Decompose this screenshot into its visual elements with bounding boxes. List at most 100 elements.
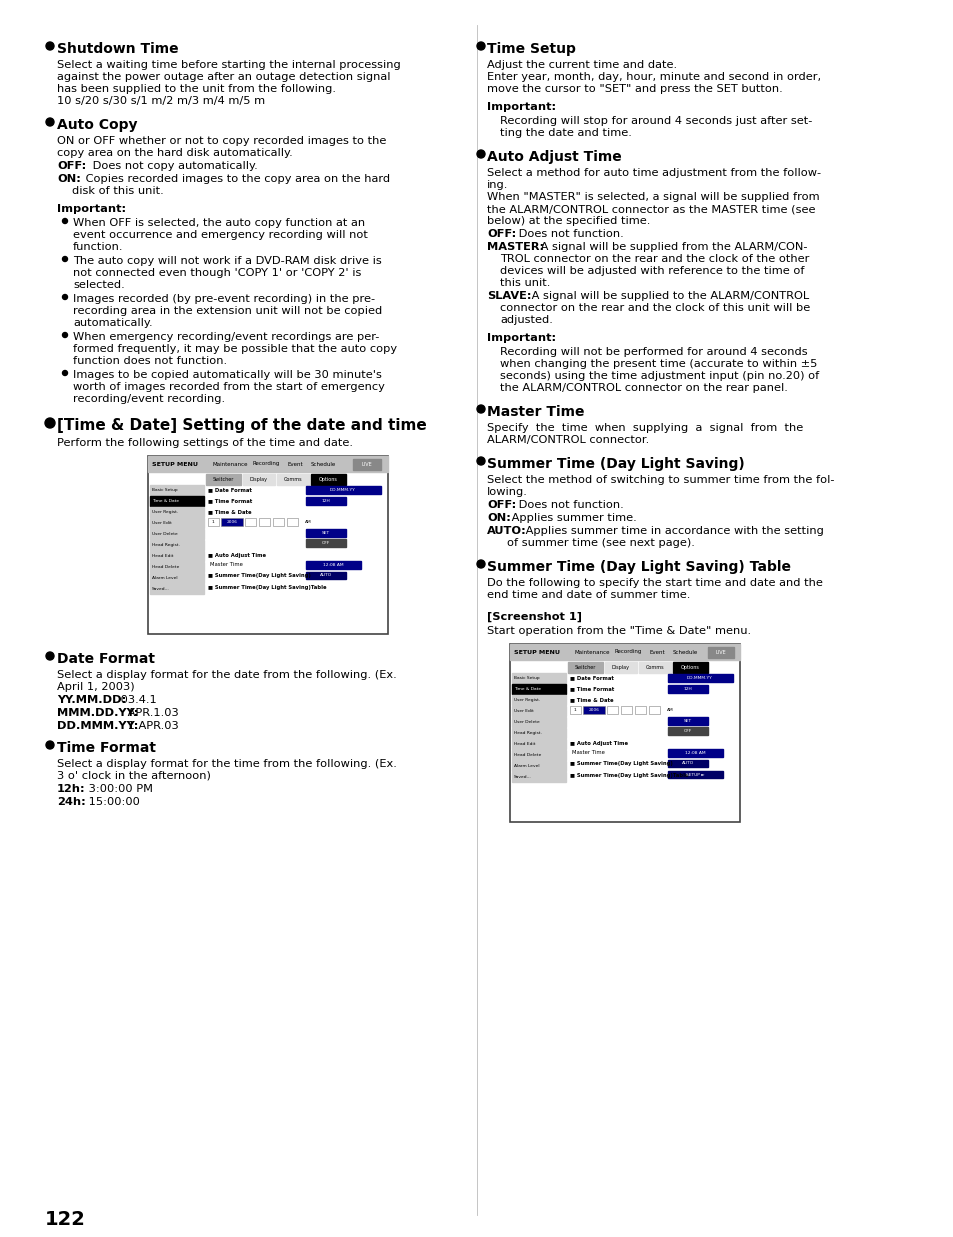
Text: YY.MM.DD:: YY.MM.DD: <box>57 695 126 705</box>
Bar <box>306 562 360 569</box>
Text: 2006: 2006 <box>226 520 237 524</box>
Bar <box>569 706 580 714</box>
Text: Important:: Important: <box>486 333 556 343</box>
Text: 1.APR.03: 1.APR.03 <box>124 721 178 731</box>
Text: OFF:: OFF: <box>57 161 86 171</box>
Text: 12H: 12H <box>683 687 692 691</box>
Circle shape <box>46 741 54 748</box>
Text: ■ Summer Time(Day Light Saving)Table: ■ Summer Time(Day Light Saving)Table <box>208 585 326 590</box>
Bar <box>510 644 740 661</box>
Text: has been supplied to the unit from the following.: has been supplied to the unit from the f… <box>57 84 335 94</box>
Text: 15:00:00: 15:00:00 <box>85 797 140 807</box>
Text: SLAVE:: SLAVE: <box>486 291 531 301</box>
Text: ON:: ON: <box>486 513 511 523</box>
Text: ing.: ing. <box>486 181 508 190</box>
Text: Head Delete: Head Delete <box>514 753 540 757</box>
Text: APR.1.03: APR.1.03 <box>124 708 178 717</box>
Text: Time & Date: Time & Date <box>152 499 179 503</box>
Bar <box>150 541 204 550</box>
Text: end time and date of summer time.: end time and date of summer time. <box>486 590 690 600</box>
Text: Summer Time (Day Light Saving) Table: Summer Time (Day Light Saving) Table <box>486 560 790 574</box>
Bar <box>672 662 707 673</box>
Text: below) at the specified time.: below) at the specified time. <box>486 216 650 226</box>
Text: April 1, 2003): April 1, 2003) <box>57 682 134 691</box>
Text: Adjust the current time and date.: Adjust the current time and date. <box>486 61 677 71</box>
Text: LIVE: LIVE <box>361 461 372 468</box>
Bar <box>635 706 645 714</box>
Circle shape <box>63 219 68 224</box>
Text: ALARM/CONTROL connector.: ALARM/CONTROL connector. <box>486 435 649 445</box>
Text: A signal will be supplied from the ALARM/CON-: A signal will be supplied from the ALARM… <box>537 242 806 252</box>
Bar <box>306 497 346 505</box>
Text: DD.MMM.YY: DD.MMM.YY <box>330 489 355 492</box>
Bar <box>353 459 380 470</box>
Text: When emergency recording/event recordings are per-: When emergency recording/event recording… <box>73 332 379 341</box>
Text: Time Setup: Time Setup <box>486 42 576 56</box>
Bar <box>512 750 565 760</box>
Circle shape <box>476 404 484 413</box>
Bar <box>567 662 602 673</box>
Circle shape <box>63 333 68 338</box>
Bar <box>206 474 241 485</box>
Text: Images recorded (by pre-event recording) in the pre-: Images recorded (by pre-event recording)… <box>73 294 375 304</box>
Bar <box>276 474 309 485</box>
Text: SET: SET <box>683 719 691 722</box>
Text: User Regist.: User Regist. <box>152 510 178 515</box>
Text: Important:: Important: <box>486 101 556 113</box>
Bar <box>148 456 388 473</box>
Bar <box>306 486 380 494</box>
Text: when changing the present time (accurate to within ±5: when changing the present time (accurate… <box>499 359 817 369</box>
Text: 3:00:00 PM: 3:00:00 PM <box>85 784 152 794</box>
Text: Select a display format for the date from the following. (Ex.: Select a display format for the date fro… <box>57 670 396 680</box>
Bar <box>604 662 637 673</box>
Bar <box>150 573 204 583</box>
Bar <box>148 456 388 635</box>
Bar <box>512 684 565 694</box>
Text: Auto Copy: Auto Copy <box>57 118 137 132</box>
Text: ON:: ON: <box>57 174 81 184</box>
Bar <box>273 518 284 526</box>
Text: 122: 122 <box>45 1210 86 1230</box>
Circle shape <box>476 560 484 568</box>
Text: Head Edit: Head Edit <box>152 554 173 558</box>
Bar <box>150 496 204 506</box>
Text: 2006: 2006 <box>588 708 598 713</box>
Text: Recording: Recording <box>253 461 280 466</box>
Bar <box>667 674 732 682</box>
Text: AM: AM <box>666 708 673 713</box>
Text: 10 s/20 s/30 s/1 m/2 m/3 m/4 m/5 m: 10 s/20 s/30 s/1 m/2 m/3 m/4 m/5 m <box>57 96 265 106</box>
Text: MMM.DD.YY:: MMM.DD.YY: <box>57 708 138 717</box>
Circle shape <box>45 418 55 428</box>
Text: ■ Date Format: ■ Date Format <box>569 675 613 680</box>
Text: Important:: Important: <box>57 204 126 214</box>
Bar <box>667 685 707 693</box>
Text: OFF:: OFF: <box>486 229 516 239</box>
Text: copy area on the hard disk automatically.: copy area on the hard disk automatically… <box>57 148 293 158</box>
Bar <box>150 518 204 528</box>
Bar <box>512 761 565 771</box>
Text: formed frequently, it may be possible that the auto copy: formed frequently, it may be possible th… <box>73 344 396 354</box>
Text: SETUP MENU: SETUP MENU <box>152 461 198 466</box>
Bar <box>512 772 565 782</box>
Text: disk of this unit.: disk of this unit. <box>71 186 164 195</box>
Text: Time Format: Time Format <box>57 741 156 755</box>
Text: Images to be copied automatically will be 30 minute's: Images to be copied automatically will b… <box>73 370 381 380</box>
Bar <box>512 706 565 716</box>
Text: Alarm Level: Alarm Level <box>152 576 177 580</box>
Text: Applies summer time in accordance with the setting: Applies summer time in accordance with t… <box>521 526 823 536</box>
Text: of summer time (see next page).: of summer time (see next page). <box>506 538 694 548</box>
Text: 1: 1 <box>573 708 576 713</box>
Text: ■ Summer Time(Day Light Saving)Table: ■ Summer Time(Day Light Saving)Table <box>569 772 688 778</box>
Text: lowing.: lowing. <box>486 487 527 497</box>
Bar <box>208 518 219 526</box>
Text: the ALARM/CONTROL connector on the rear panel.: the ALARM/CONTROL connector on the rear … <box>499 383 787 393</box>
Text: MASTER:: MASTER: <box>486 242 543 252</box>
Text: User Delete: User Delete <box>152 532 177 536</box>
Bar <box>620 706 631 714</box>
Text: function.: function. <box>73 242 123 252</box>
Text: ■ Summer Time(Day Light Saving): ■ Summer Time(Day Light Saving) <box>569 762 672 767</box>
Text: Schedule: Schedule <box>672 649 698 654</box>
Text: Head Regist.: Head Regist. <box>152 543 180 547</box>
Text: LIVE: LIVE <box>715 649 725 656</box>
Text: Copies recorded images to the copy area on the hard: Copies recorded images to the copy area … <box>82 174 390 184</box>
